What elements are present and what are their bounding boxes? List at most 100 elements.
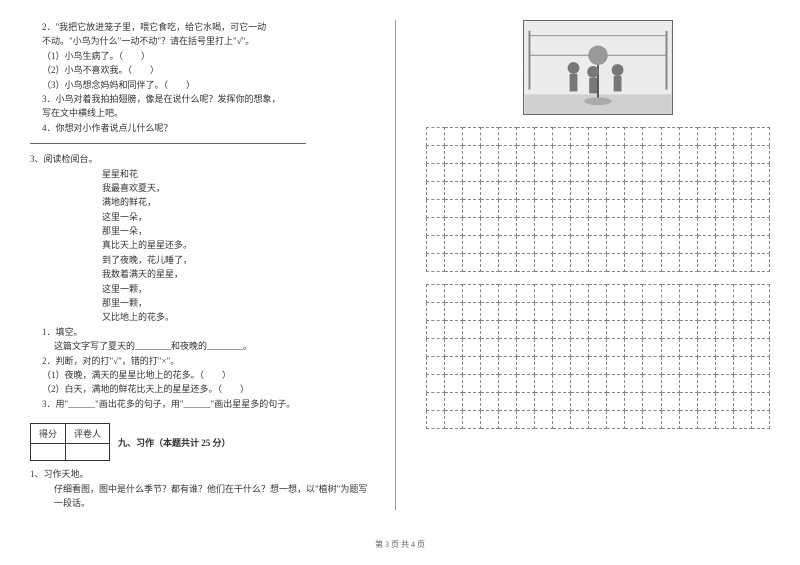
grid-cell[interactable] [751,375,769,393]
grid-cell[interactable] [643,285,661,303]
grid-cell[interactable] [462,182,480,200]
grid-cell[interactable] [625,393,643,411]
grid-cell[interactable] [553,285,571,303]
grid-cell[interactable] [553,375,571,393]
grid-cell[interactable] [661,128,679,146]
grid-cell[interactable] [534,339,552,357]
grid-cell[interactable] [462,200,480,218]
grid-cell[interactable] [516,200,534,218]
grid-cell[interactable] [643,321,661,339]
grid-cell[interactable] [534,218,552,236]
grid-cell[interactable] [444,182,462,200]
grid-cell[interactable] [643,200,661,218]
grid-cell[interactable] [462,357,480,375]
grid-cell[interactable] [571,146,589,164]
grid-cell[interactable] [498,339,516,357]
grid-cell[interactable] [426,218,444,236]
grid-cell[interactable] [643,218,661,236]
grid-cell[interactable] [426,285,444,303]
grid-cell[interactable] [661,303,679,321]
grid-cell[interactable] [444,339,462,357]
grid-cell[interactable] [534,285,552,303]
grid-cell[interactable] [589,411,607,429]
grid-cell[interactable] [462,254,480,272]
grid-cell[interactable] [589,182,607,200]
grid-cell[interactable] [679,254,697,272]
grid-cell[interactable] [498,357,516,375]
grid-cell[interactable] [733,200,751,218]
grid-cell[interactable] [643,339,661,357]
grid-cell[interactable] [679,375,697,393]
grid-cell[interactable] [697,218,715,236]
grid-cell[interactable] [607,182,625,200]
grid-cell[interactable] [498,128,516,146]
grid-cell[interactable] [733,339,751,357]
grid-cell[interactable] [643,254,661,272]
grid-cell[interactable] [571,411,589,429]
grid-cell[interactable] [480,236,498,254]
grid-cell[interactable] [498,236,516,254]
grid-cell[interactable] [625,339,643,357]
grid-cell[interactable] [480,303,498,321]
grid-cell[interactable] [751,321,769,339]
grid-cell[interactable] [444,303,462,321]
grid-cell[interactable] [589,128,607,146]
grid-cell[interactable] [462,164,480,182]
score-blank2[interactable] [66,444,110,461]
grid-cell[interactable] [480,411,498,429]
grid-cell[interactable] [480,375,498,393]
grid-cell[interactable] [571,357,589,375]
grid-cell[interactable] [480,146,498,164]
grid-cell[interactable] [553,321,571,339]
grid-cell[interactable] [498,254,516,272]
grid-cell[interactable] [643,411,661,429]
grid-cell[interactable] [571,303,589,321]
grid-cell[interactable] [534,146,552,164]
grid-cell[interactable] [553,303,571,321]
grid-cell[interactable] [462,375,480,393]
grid-cell[interactable] [553,236,571,254]
score-blank1[interactable] [31,444,66,461]
grid-cell[interactable] [733,303,751,321]
grid-cell[interactable] [625,375,643,393]
grid-cell[interactable] [751,254,769,272]
grid-cell[interactable] [571,128,589,146]
grid-cell[interactable] [661,200,679,218]
grid-cell[interactable] [751,182,769,200]
grid-cell[interactable] [715,393,733,411]
grid-cell[interactable] [426,146,444,164]
grid-cell[interactable] [751,339,769,357]
grid-cell[interactable] [462,303,480,321]
grid-cell[interactable] [715,182,733,200]
grid-cell[interactable] [625,164,643,182]
grid-cell[interactable] [589,254,607,272]
grid-cell[interactable] [715,254,733,272]
grid-cell[interactable] [426,236,444,254]
grid-cell[interactable] [715,164,733,182]
grid-cell[interactable] [462,218,480,236]
grid-cell[interactable] [625,128,643,146]
grid-cell[interactable] [607,200,625,218]
grid-cell[interactable] [498,146,516,164]
grid-cell[interactable] [571,285,589,303]
grid-cell[interactable] [733,164,751,182]
grid-cell[interactable] [444,357,462,375]
grid-cell[interactable] [462,393,480,411]
grid-cell[interactable] [679,393,697,411]
grid-cell[interactable] [607,393,625,411]
grid-cell[interactable] [589,218,607,236]
grid-cell[interactable] [444,393,462,411]
grid-cell[interactable] [426,164,444,182]
grid-cell[interactable] [697,303,715,321]
grid-cell[interactable] [571,200,589,218]
grid-cell[interactable] [661,254,679,272]
grid-cell[interactable] [589,375,607,393]
grid-cell[interactable] [751,200,769,218]
grid-cell[interactable] [589,339,607,357]
grid-cell[interactable] [589,393,607,411]
grid-cell[interactable] [534,321,552,339]
grid-cell[interactable] [715,128,733,146]
grid-cell[interactable] [715,375,733,393]
grid-cell[interactable] [697,164,715,182]
grid-cell[interactable] [589,200,607,218]
